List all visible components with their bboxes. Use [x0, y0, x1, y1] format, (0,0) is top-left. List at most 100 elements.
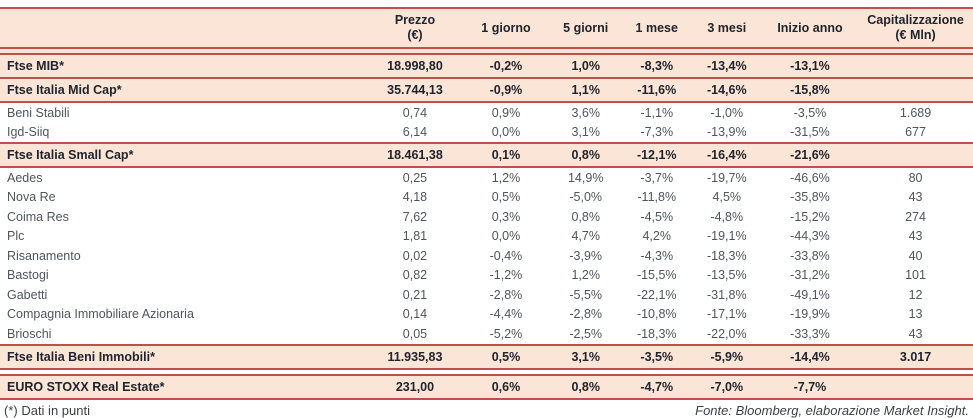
cell-prezzo: 231,00: [395, 379, 435, 394]
cell-3-mesi: 4,5%: [712, 190, 742, 205]
cell-capitalizzazione: 43: [908, 229, 923, 244]
cell-1-mese: -4,5%: [640, 209, 674, 224]
cell-1-giorno: -4,4%: [489, 307, 523, 322]
cell-5-giorni: 3,6%: [571, 105, 600, 120]
divider-line: [0, 53, 973, 55]
cell-5-giorni: 1,0%: [571, 59, 600, 73]
cell-3-mesi: -5,9%: [710, 349, 744, 364]
cell-prezzo: 18.461,38: [387, 148, 443, 162]
cell-prezzo: 6,14: [402, 125, 428, 140]
cell-name: Compagnia Immobiliare Azionaria: [7, 307, 194, 322]
cell-inizio-anno: -19,9%: [790, 307, 830, 322]
cell-capitalizzazione: 13: [908, 307, 923, 322]
cell-capitalizzazione: [858, 79, 973, 101]
divider-line: [0, 397, 973, 400]
cell-inizio-anno: -46,6%: [790, 170, 830, 185]
cell-1-giorno: 0,5%: [491, 190, 521, 205]
cell-name: EURO STOXX Real Estate*: [7, 379, 165, 394]
cell-capitalizzazione: 40: [908, 248, 923, 263]
cell-capitalizzazione: 43: [908, 326, 923, 341]
cell-capitalizzazione: 274: [905, 209, 926, 224]
cell-5-giorni: 4,7%: [571, 229, 600, 244]
market-table: Prezzo (€) 1 giorno 5 giorni 1 mese 3 mesi Ini…: [0, 7, 973, 400]
cell-3-mesi: -17,1%: [706, 307, 747, 322]
column-header-inizio-anno: Inizio anno: [777, 20, 843, 35]
cell-inizio-anno: -33,3%: [790, 326, 830, 341]
cell-inizio-anno: -44,3%: [790, 229, 830, 244]
divider-line: [0, 142, 973, 144]
cell-name: Plc: [7, 229, 25, 244]
cell-name: Ftse MIB*: [7, 59, 64, 73]
cell-name: Ftse Italia Small Cap*: [7, 148, 134, 162]
cell-1-mese: -3,7%: [640, 170, 674, 185]
column-header-capitalizzazione: Capitalizzazione (€ Mln): [867, 13, 964, 42]
cell-3-mesi: -18,3%: [706, 248, 747, 263]
cell-1-mese: 4,2%: [642, 229, 671, 244]
cell-inizio-anno: -35,8%: [790, 190, 830, 205]
cell-1-giorno: 0,9%: [491, 105, 521, 120]
stock-row: Bastogi 0,82 -1,2% 1,2% -15,5% -13,5% -31,2% 10…: [0, 265, 973, 285]
cell-1-giorno: 0,5%: [491, 349, 521, 364]
cell-name: Coima Res: [7, 209, 69, 224]
cell-1-giorno: 0,3%: [491, 209, 521, 224]
cell-capitalizzazione: 80: [908, 170, 923, 185]
cell-1-mese: -4,3%: [640, 248, 674, 263]
stock-row: Risanamento 0,02 -0,4% -3,9% -4,3% -18,3% -33,…: [0, 246, 973, 266]
cell-1-giorno: 0,1%: [491, 148, 521, 162]
cell-inizio-anno: -14,4%: [790, 349, 830, 364]
cell-5-giorni: 3,1%: [571, 349, 600, 364]
cell-name: Nova Re: [7, 190, 56, 205]
cell-inizio-anno: -49,1%: [790, 287, 830, 302]
cell-capitalizzazione: [858, 144, 973, 166]
cell-name: Aedes: [7, 170, 43, 185]
column-header-1-giorno: 1 giorno: [481, 20, 531, 35]
cell-capitalizzazione: [858, 55, 973, 77]
cell-prezzo: 11.935,83: [387, 349, 443, 364]
cell-1-giorno: 0,6%: [491, 379, 521, 394]
divider-line: [0, 166, 973, 168]
divider-line: [0, 101, 973, 103]
cell-capitalizzazione: 12: [908, 287, 923, 302]
cell-inizio-anno: -15,8%: [790, 83, 830, 97]
cell-name: Bastogi: [7, 268, 49, 283]
source-note: Fonte: Bloomberg, elaborazione Market In…: [695, 402, 969, 418]
cell-1-giorno: -1,2%: [489, 268, 523, 283]
cell-name: Ftse Italia Beni Immobili*: [7, 349, 155, 364]
cell-capitalizzazione: 101: [905, 268, 926, 283]
column-header-1-mese: 1 mese: [635, 20, 678, 35]
cell-3-mesi: -13,9%: [706, 125, 747, 140]
cell-5-giorni: -3,9%: [569, 248, 603, 263]
cell-name: Ftse Italia Mid Cap*: [7, 83, 122, 97]
cell-prezzo: 0,02: [402, 248, 428, 263]
cell-inizio-anno: -7,7%: [793, 379, 827, 394]
column-header-3-mesi: 3 mesi: [707, 20, 747, 35]
cell-3-mesi: -7,0%: [710, 379, 744, 394]
stock-row: Plc 1,81 0,0% 4,7% 4,2% -19,1% -44,3% 43: [0, 226, 973, 246]
index-row: Ftse Italia Beni Immobili* 11.935,83 0,5% 3…: [0, 345, 973, 368]
column-header-prezzo: Prezzo (€): [394, 13, 436, 42]
divider-line: [0, 7, 973, 9]
cell-capitalizzazione: 3.017: [899, 349, 932, 364]
cell-5-giorni: -5,5%: [569, 287, 603, 302]
cell-3-mesi: -19,7%: [706, 170, 747, 185]
cell-inizio-anno: -31,2%: [790, 268, 830, 283]
cell-prezzo: 4,18: [402, 190, 428, 205]
cell-1-mese: -1,1%: [640, 105, 674, 120]
cell-5-giorni: 0,8%: [571, 148, 600, 162]
cell-prezzo: 1,81: [402, 229, 428, 244]
cell-5-giorni: 0,8%: [571, 209, 600, 224]
cell-name: Risanamento: [7, 248, 81, 263]
divider-line: [0, 77, 973, 79]
cell-prezzo: 0,74: [402, 105, 428, 120]
cell-1-mese: -3,5%: [640, 349, 674, 364]
divider-line: [0, 367, 973, 370]
cell-5-giorni: 1,2%: [571, 268, 600, 283]
section-gap: [0, 369, 973, 374]
header-gap: [0, 49, 973, 53]
cell-1-giorno: -0,4%: [489, 248, 523, 263]
stock-row: Beni Stabili 0,74 0,9% 3,6% -1,1% -1,0% -3,5% 1…: [0, 103, 973, 123]
cell-1-mese: -11,6%: [637, 83, 677, 97]
cell-inizio-anno: -13,1%: [790, 59, 830, 73]
cell-name: Brioschi: [7, 326, 52, 341]
